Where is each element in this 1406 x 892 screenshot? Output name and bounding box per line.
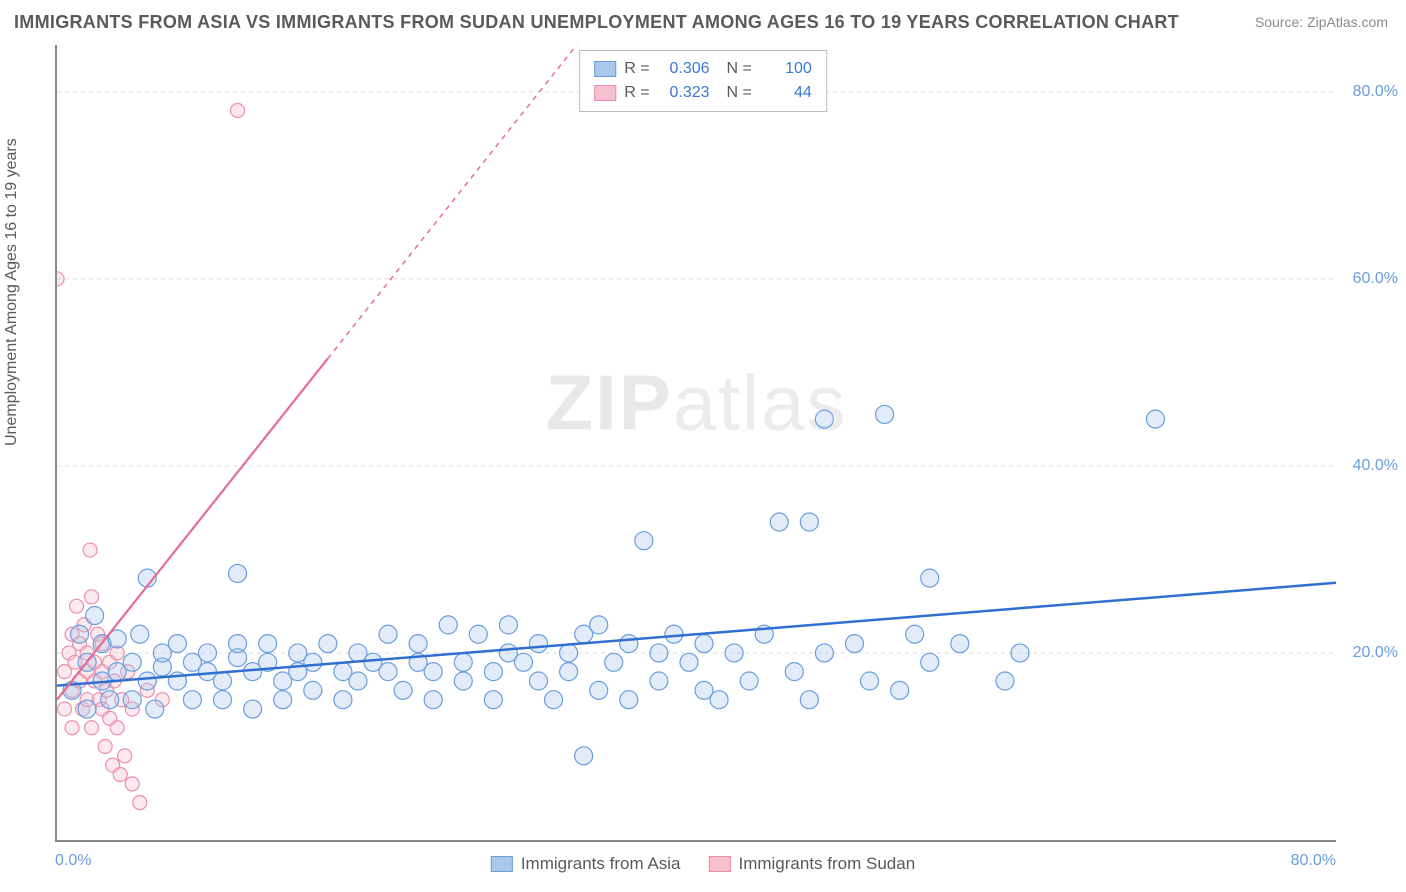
chart-title: IMMIGRANTS FROM ASIA VS IMMIGRANTS FROM …: [14, 12, 1179, 33]
legend-n-label: N =: [718, 57, 752, 81]
plot-area: ZIPatlas: [55, 45, 1336, 842]
legend-label-asia: Immigrants from Asia: [521, 854, 681, 874]
y-axis-tick: 80.0%: [1353, 83, 1398, 101]
legend-r-sudan: 0.323: [658, 81, 710, 105]
series-legend: Immigrants from Asia Immigrants from Sud…: [491, 854, 915, 874]
x-axis-tick-max: 80.0%: [1291, 852, 1336, 870]
legend-swatch-asia: [594, 61, 616, 77]
legend-r-label: R =: [624, 81, 649, 105]
legend-n-label: N =: [718, 81, 752, 105]
y-axis-label: Unemployment Among Ages 16 to 19 years: [3, 138, 21, 446]
x-axis-tick-min: 0.0%: [55, 852, 91, 870]
legend-item-sudan: Immigrants from Sudan: [708, 854, 915, 874]
legend-label-sudan: Immigrants from Sudan: [738, 854, 915, 874]
y-axis-tick: 60.0%: [1353, 270, 1398, 288]
legend-r-asia: 0.306: [658, 57, 710, 81]
y-axis-tick: 20.0%: [1353, 644, 1398, 662]
legend-swatch-sudan: [594, 85, 616, 101]
source-attribution: Source: ZipAtlas.com: [1255, 14, 1388, 30]
scatter-chart-svg: [57, 45, 1336, 840]
correlation-legend: R = 0.306 N = 100 R = 0.323 N = 44: [579, 50, 827, 112]
legend-row-asia: R = 0.306 N = 100: [594, 57, 812, 81]
legend-row-sudan: R = 0.323 N = 44: [594, 81, 812, 105]
legend-item-asia: Immigrants from Asia: [491, 854, 681, 874]
legend-n-asia: 100: [760, 57, 812, 81]
y-axis-tick: 40.0%: [1353, 457, 1398, 475]
legend-n-sudan: 44: [760, 81, 812, 105]
legend-r-label: R =: [624, 57, 649, 81]
legend-swatch-asia: [491, 856, 513, 872]
legend-swatch-sudan: [708, 856, 730, 872]
